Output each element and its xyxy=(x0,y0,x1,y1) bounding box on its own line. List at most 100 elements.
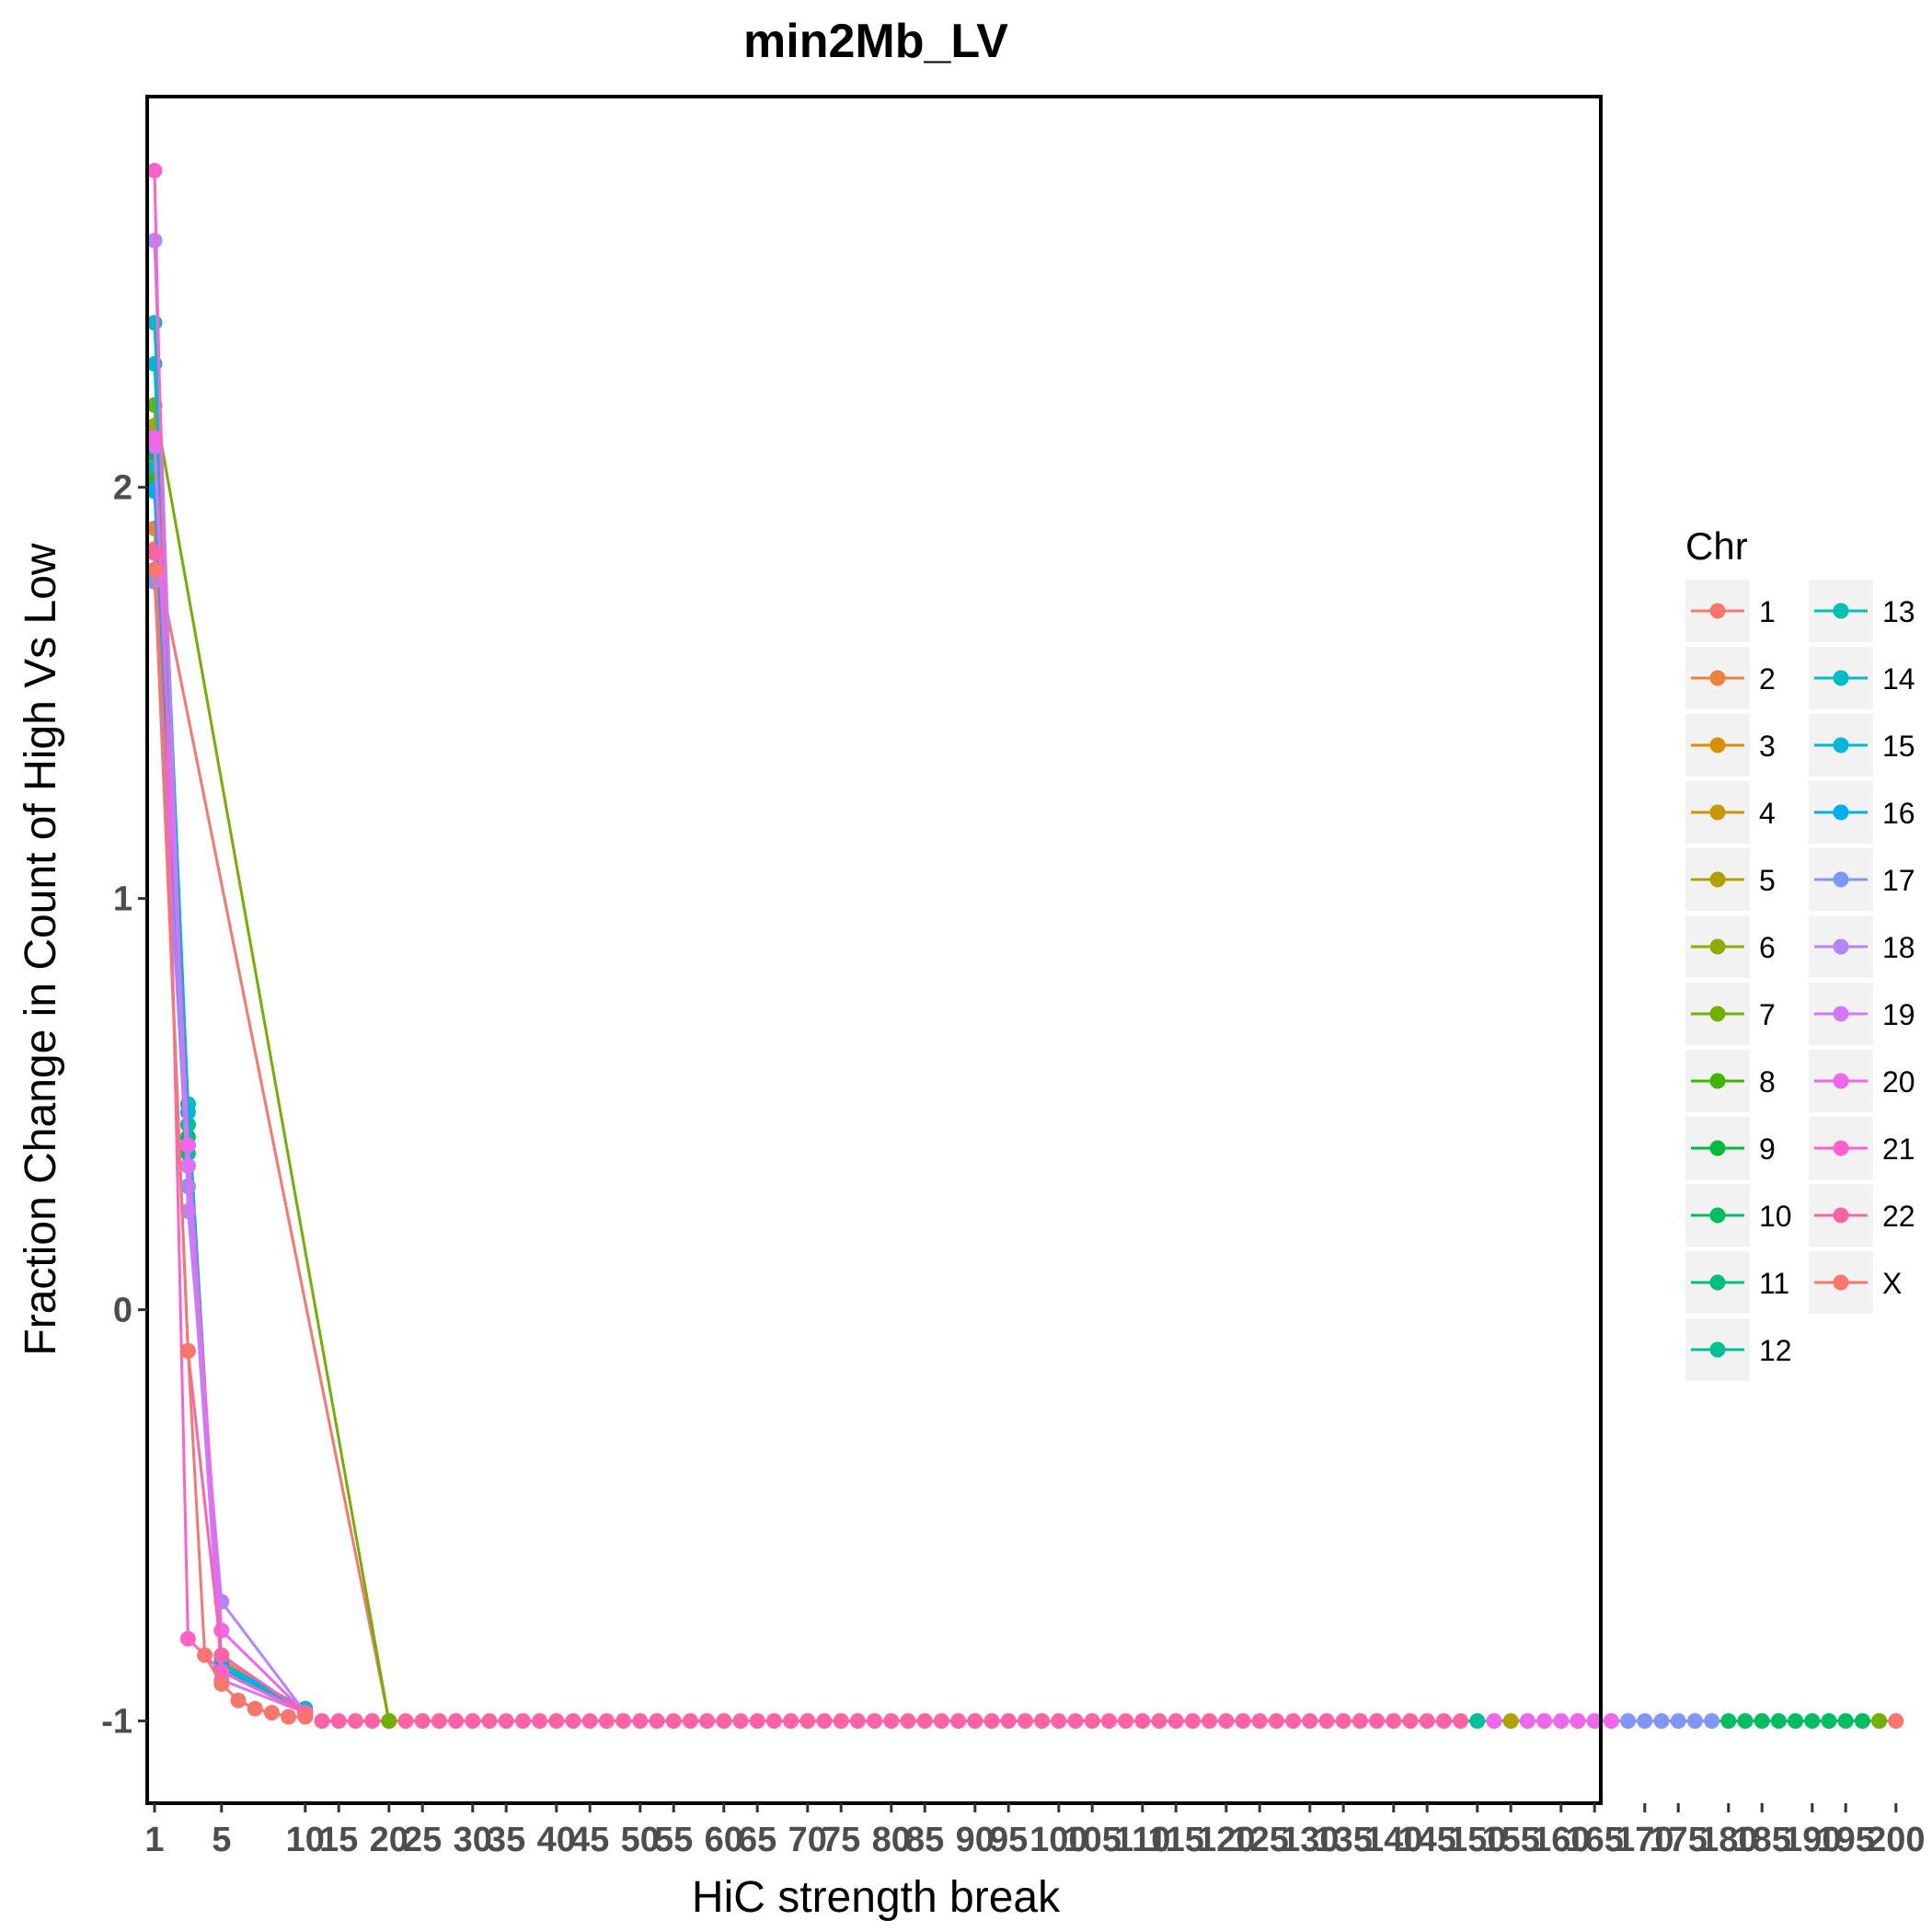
legend-item-chr-1: 1 xyxy=(1685,580,1776,642)
legend-label: 17 xyxy=(1882,864,1915,897)
legend-label: 15 xyxy=(1882,730,1915,763)
x-tick-label: 85 xyxy=(905,1821,944,1859)
flat-run-point xyxy=(1134,1713,1151,1730)
x-tick-label: 135 xyxy=(1314,1821,1372,1859)
x-tick-label: 190 xyxy=(1783,1821,1841,1859)
legend-label: 9 xyxy=(1759,1133,1776,1166)
data-point xyxy=(179,1137,196,1154)
flat-run-point xyxy=(498,1713,514,1730)
series-chr-13 xyxy=(146,458,314,1721)
flat-run-point xyxy=(1670,1713,1686,1730)
legend-item-chr-7: 7 xyxy=(1685,983,1776,1045)
legend-key-point xyxy=(1833,1274,1849,1291)
flat-run-point xyxy=(1335,1713,1351,1730)
legend-key-point xyxy=(1833,804,1849,821)
x-tick-label: 145 xyxy=(1397,1821,1455,1859)
legend-label: 2 xyxy=(1759,662,1776,696)
flat-run-point xyxy=(1118,1713,1134,1730)
legend-label: 21 xyxy=(1882,1133,1915,1166)
flat-run-point xyxy=(1620,1713,1637,1730)
x-tick-label: 30 xyxy=(454,1821,492,1859)
series-line xyxy=(153,548,391,1721)
flat-run-point xyxy=(1000,1713,1017,1730)
data-point xyxy=(263,1705,280,1721)
data-point xyxy=(230,1692,247,1708)
legend-label: 7 xyxy=(1759,998,1776,1031)
legend-item-chr-21: 21 xyxy=(1809,1117,1915,1179)
flat-run-point xyxy=(1486,1713,1502,1730)
flat-run-point xyxy=(699,1713,716,1730)
legend-key-point xyxy=(1709,938,1726,955)
x-tick-label: 65 xyxy=(738,1821,776,1859)
flat-run-point xyxy=(1167,1713,1184,1730)
flat-run-point xyxy=(1720,1713,1737,1730)
x-tick-label: 125 xyxy=(1230,1821,1288,1859)
legend-item-chr-14: 14 xyxy=(1809,647,1915,709)
legend-key-point xyxy=(1709,737,1726,753)
flat-run-point xyxy=(1034,1713,1051,1730)
legend-label: 16 xyxy=(1882,797,1915,830)
x-tick-label: 60 xyxy=(705,1821,743,1859)
flat-run-point xyxy=(632,1713,649,1730)
flat-run-point xyxy=(1268,1713,1284,1730)
flat-run-point xyxy=(1100,1713,1117,1730)
legend-item-chr-9: 9 xyxy=(1685,1117,1776,1179)
data-point xyxy=(213,1622,230,1639)
series-chr-3 xyxy=(146,458,314,1721)
data-point xyxy=(146,545,163,561)
flat-run-point xyxy=(1453,1713,1469,1730)
series-line xyxy=(153,404,391,1721)
x-tick-label: 1 xyxy=(144,1821,164,1859)
series-chr-16 xyxy=(146,483,314,1721)
legend-item-chr-10: 10 xyxy=(1685,1184,1792,1247)
x-tick-label: 70 xyxy=(788,1821,827,1859)
legend-label: 5 xyxy=(1759,864,1776,897)
data-point xyxy=(247,1700,263,1717)
legend-item-chr-8: 8 xyxy=(1685,1050,1776,1112)
legend-key-point xyxy=(1709,1341,1726,1358)
legend-key-point xyxy=(1833,670,1849,686)
flat-run-point xyxy=(1302,1713,1318,1730)
x-tick-label: 170 xyxy=(1616,1821,1673,1859)
legend-item-chr-3: 3 xyxy=(1685,714,1776,776)
legend-item-chr-11: 11 xyxy=(1685,1251,1789,1314)
flat-run-point xyxy=(1202,1713,1218,1730)
x-tick-label: 35 xyxy=(487,1821,525,1859)
flat-run-point xyxy=(1251,1713,1268,1730)
flat-run-point xyxy=(414,1713,431,1730)
series-chr-9 xyxy=(146,458,314,1721)
flat-run-point xyxy=(1686,1713,1703,1730)
flat-run-point xyxy=(347,1713,363,1730)
data-point xyxy=(146,483,163,500)
flat-run-point xyxy=(1586,1713,1603,1730)
flat-run-point xyxy=(431,1713,447,1730)
legend-key-point xyxy=(1833,603,1849,619)
x-tick-label: 195 xyxy=(1816,1821,1874,1859)
x-tick-label: 115 xyxy=(1148,1821,1204,1859)
legend-label: 3 xyxy=(1759,730,1776,763)
flat-run-point xyxy=(1754,1713,1770,1730)
flat-run-point xyxy=(682,1713,698,1730)
flat-run-point xyxy=(1804,1713,1821,1730)
flat-run-point xyxy=(1067,1713,1084,1730)
chart-title: min2Mb_LV xyxy=(743,15,1008,68)
legend-key-point xyxy=(1709,871,1726,888)
flat-run-point xyxy=(1051,1713,1067,1730)
legend-item-chr-2: 2 xyxy=(1685,647,1776,709)
legend-item-chr-4: 4 xyxy=(1685,781,1776,844)
flat-run-point xyxy=(565,1713,581,1730)
flat-run-point xyxy=(816,1713,833,1730)
flat-run-point xyxy=(548,1713,565,1730)
flat-run-point xyxy=(1854,1713,1870,1730)
flat-run-point xyxy=(900,1713,916,1730)
y-tick-label: 2 xyxy=(113,469,132,508)
series-chr-X xyxy=(146,561,314,1725)
legend-key-point xyxy=(1709,1140,1726,1156)
flat-run-point xyxy=(665,1713,682,1730)
flat-run-point xyxy=(514,1713,531,1730)
flat-run-point xyxy=(1386,1713,1402,1730)
legend-key-point xyxy=(1833,1006,1849,1022)
